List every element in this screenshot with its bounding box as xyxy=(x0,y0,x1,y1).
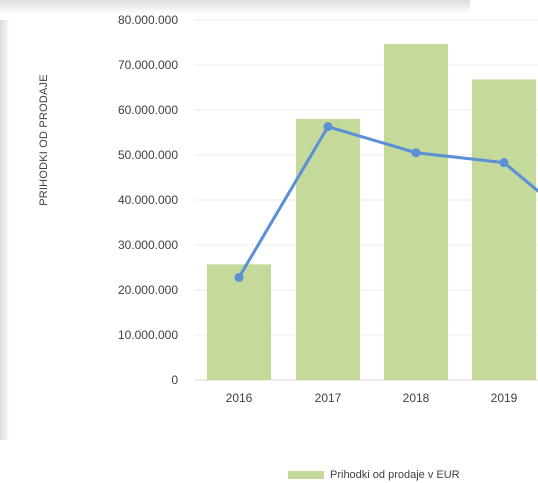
y-tick-label: 0 xyxy=(171,373,178,387)
line-point xyxy=(234,272,244,282)
y-tick-label: 50.000.000 xyxy=(118,148,178,162)
legend: Prihodki od prodaje v EUR xyxy=(288,469,460,481)
line-point xyxy=(499,158,509,168)
x-tick-label: 2018 xyxy=(403,391,430,405)
bar xyxy=(296,119,360,380)
y-axis-title: PRIHODKI OD PRODAJE xyxy=(38,74,50,206)
y-tick-label: 70.000.000 xyxy=(118,58,178,72)
bar xyxy=(384,43,448,380)
y-tick-label: 10.000.000 xyxy=(118,328,178,342)
y-tick-label: 20.000.000 xyxy=(118,283,178,297)
x-tick-label: 2019 xyxy=(491,391,518,405)
bar xyxy=(207,264,271,380)
y-tick-label: 80.000.000 xyxy=(118,13,178,27)
line-point xyxy=(323,122,333,132)
x-tick-label: 2017 xyxy=(315,391,342,405)
bar xyxy=(472,79,536,381)
legend-swatch xyxy=(288,471,324,479)
legend-label: Prihodki od prodaje v EUR xyxy=(330,469,460,481)
y-tick-label: 60.000.000 xyxy=(118,103,178,117)
y-tick-label: 30.000.000 xyxy=(118,238,178,252)
y-tick-label: 40.000.000 xyxy=(118,193,178,207)
line-point xyxy=(411,148,421,158)
x-tick-label: 2016 xyxy=(226,391,253,405)
